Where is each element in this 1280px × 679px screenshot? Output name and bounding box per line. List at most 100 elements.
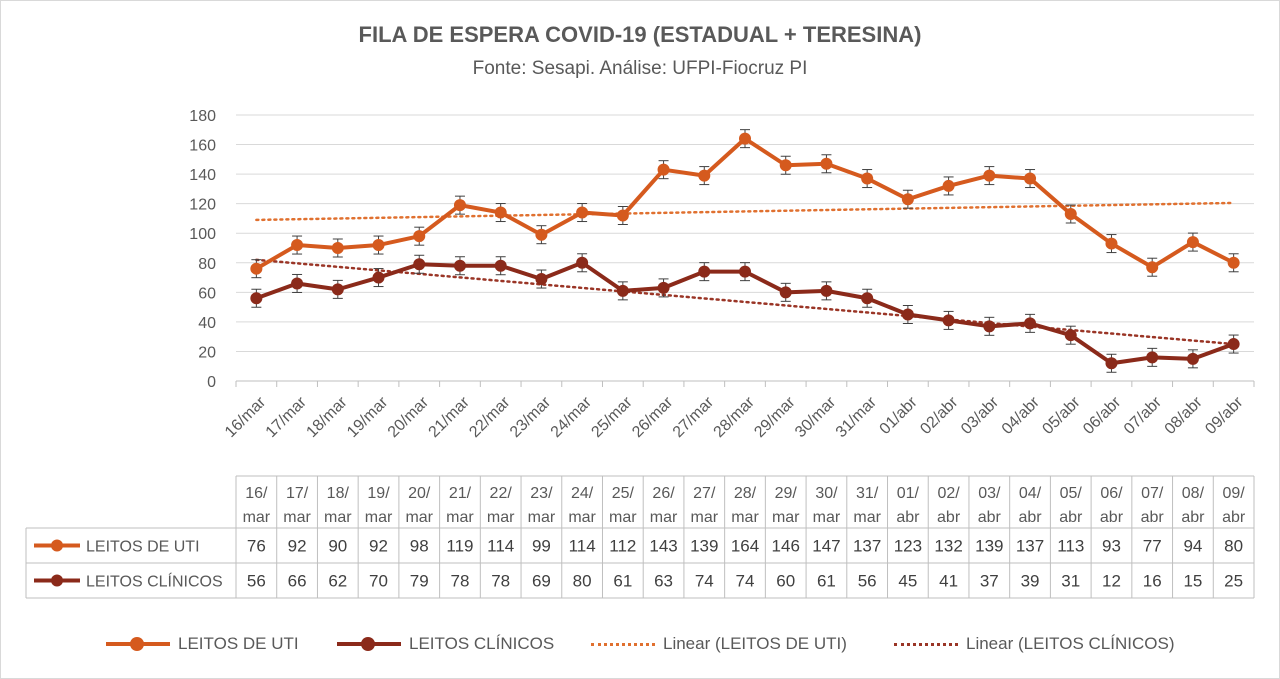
y-tick-label: 180: [189, 108, 216, 125]
y-tick-label: 160: [189, 138, 216, 155]
table-header-top: 19/: [367, 485, 390, 502]
table-header-top: 01/: [897, 485, 920, 502]
data-point-uti: [1064, 208, 1077, 221]
data-point-uti: [413, 230, 426, 243]
table-header-bottom: mar: [365, 509, 393, 526]
data-point-clinicos: [616, 284, 629, 297]
data-point-uti: [983, 169, 996, 182]
legend-uti-label: LEITOS DE UTI: [178, 634, 299, 653]
table-header-top: 30/: [815, 485, 838, 502]
table-cell-uti: 164: [731, 537, 759, 556]
legend: LEITOS DE UTI LEITOS CLÍNICOS Linear (LE…: [0, 630, 1280, 658]
x-tick-label: 27/mar: [670, 393, 718, 441]
table-cell-clinicos: 41: [939, 572, 958, 591]
table-cell-uti: 76: [247, 537, 266, 556]
y-tick-label: 20: [198, 344, 216, 361]
legend-trend-clinicos-marker: [894, 636, 958, 652]
chart-title: FILA DE ESPERA COVID-19 (ESTADUAL + TERE…: [358, 22, 922, 47]
table-cell-clinicos: 63: [654, 572, 673, 591]
data-point-clinicos: [657, 281, 670, 294]
legend-clinicos-marker: [337, 636, 401, 652]
table-header-bottom: abr: [937, 509, 961, 526]
data-point-clinicos: [331, 283, 344, 296]
table-header-top: 31/: [856, 485, 879, 502]
data-point-uti: [779, 159, 792, 172]
data-point-uti: [1227, 256, 1240, 269]
x-tick-label: 03/abr: [958, 393, 1003, 438]
data-point-uti: [331, 242, 344, 254]
table-header-top: 26/: [652, 485, 675, 502]
table-cell-uti: 146: [772, 537, 800, 556]
table-cell-clinicos: 69: [532, 572, 551, 591]
table-header-top: 09/: [1223, 485, 1246, 502]
table-cell-uti: 94: [1183, 537, 1202, 556]
table-cell-uti: 123: [894, 537, 922, 556]
table-cell-clinicos: 56: [247, 572, 266, 591]
table-cell-uti: 147: [812, 537, 840, 556]
table-cell-uti: 143: [649, 537, 677, 556]
table-cell-uti: 112: [609, 537, 636, 556]
table-header-top: 29/: [775, 485, 798, 502]
y-tick-label: 80: [198, 256, 216, 273]
x-tick-label: 29/mar: [751, 393, 799, 441]
data-point-clinicos: [698, 265, 711, 278]
data-point-uti: [1105, 237, 1118, 250]
table-cell-uti: 114: [487, 537, 514, 556]
data-point-clinicos: [453, 259, 466, 272]
table-header-top: 18/: [327, 485, 350, 502]
data-point-clinicos: [739, 265, 751, 278]
data-point-uti: [901, 193, 914, 206]
table-cell-clinicos: 31: [1061, 572, 1080, 591]
table-header-bottom: mar: [405, 509, 433, 526]
table-cell-uti: 113: [1057, 537, 1084, 556]
table-header-bottom: mar: [813, 509, 841, 526]
data-point-clinicos: [1024, 317, 1037, 330]
table-header-bottom: mar: [283, 509, 311, 526]
table-cell-clinicos: 80: [573, 572, 592, 591]
table-cell-clinicos: 74: [736, 572, 755, 591]
x-tick-label: 04/abr: [999, 393, 1044, 438]
table-cell-uti: 90: [328, 537, 347, 556]
table-row-key-dot-clinicos: [51, 574, 63, 587]
legend-item-uti: LEITOS DE UTI: [106, 630, 299, 658]
data-point-uti: [1146, 261, 1159, 274]
table-cell-clinicos: 16: [1143, 572, 1162, 591]
table-header-top: 04/: [1019, 485, 1042, 502]
table-cell-clinicos: 74: [695, 572, 714, 591]
table-header-top: 28/: [734, 485, 757, 502]
data-point-uti: [291, 239, 304, 252]
y-tick-label: 60: [198, 285, 216, 302]
table-header-bottom: mar: [243, 509, 271, 526]
table-header-bottom: mar: [772, 509, 800, 526]
table-cell-uti: 137: [853, 537, 881, 556]
table-cell-uti: 92: [369, 537, 388, 556]
data-point-clinicos: [861, 292, 874, 305]
x-tick-label: 01/abr: [877, 393, 922, 438]
x-tick-label: 22/mar: [466, 393, 514, 441]
table-cell-uti: 119: [446, 537, 473, 556]
table-header-top: 27/: [693, 485, 716, 502]
data-point-clinicos: [1064, 329, 1077, 342]
data-point-uti: [535, 228, 548, 241]
table-header-bottom: abr: [1222, 509, 1246, 526]
x-tick-label: 26/mar: [629, 393, 677, 441]
x-tick-label: 30/mar: [792, 393, 840, 441]
table-row-label-clinicos: LEITOS CLÍNICOS: [86, 572, 223, 591]
data-point-uti: [820, 157, 833, 170]
data-point-uti: [616, 209, 629, 222]
y-tick-label: 0: [207, 374, 216, 391]
table-cell-clinicos: 79: [410, 572, 429, 591]
trendline-uti: [255, 201, 1235, 222]
data-point-clinicos: [983, 320, 996, 333]
table-cell-clinicos: 25: [1224, 572, 1243, 591]
x-tick-label: 05/abr: [1039, 393, 1084, 438]
data-point-uti: [861, 172, 874, 185]
table-header-bottom: abr: [1100, 509, 1124, 526]
data-point-uti: [1024, 172, 1037, 185]
data-point-clinicos: [779, 286, 792, 299]
table-cell-uti: 139: [690, 537, 718, 556]
x-tick-label: 31/mar: [833, 393, 881, 441]
legend-trend-clinicos-label: Linear (LEITOS CLÍNICOS): [966, 634, 1175, 653]
table-row-label-uti: LEITOS DE UTI: [86, 539, 200, 556]
